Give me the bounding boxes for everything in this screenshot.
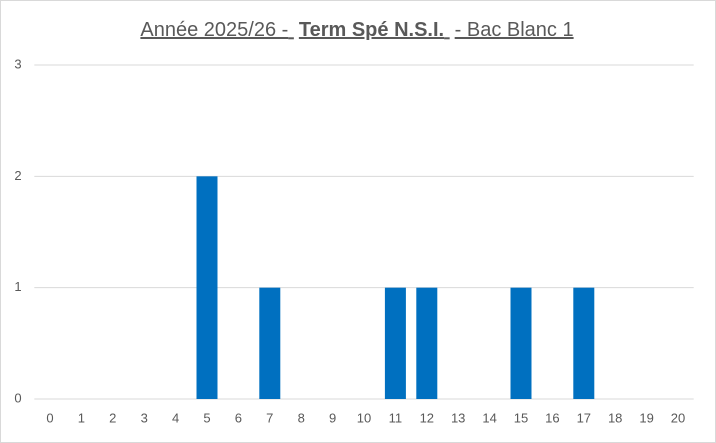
- title-part: Term Spé N.S.I.: [299, 19, 444, 41]
- y-tick-label: 1: [14, 279, 21, 294]
- bar: [384, 287, 406, 399]
- y-tick-label: 0: [14, 390, 21, 405]
- x-tick-label: 0: [46, 410, 53, 425]
- x-tick-label: 15: [514, 410, 528, 425]
- x-tick-label: 3: [141, 410, 148, 425]
- x-tick-label: 18: [608, 410, 622, 425]
- x-tick-label: 11: [389, 410, 403, 425]
- bar: [196, 176, 218, 399]
- x-tick-label: 20: [671, 410, 685, 425]
- x-tick-label: 7: [266, 410, 273, 425]
- x-tick-label: 19: [639, 410, 653, 425]
- x-tick-label: 16: [545, 410, 559, 425]
- title-part: Année 2025/26 -: [140, 19, 288, 41]
- x-tick-label: 12: [420, 410, 434, 425]
- bar: [510, 287, 532, 399]
- x-tick-label: 14: [482, 410, 496, 425]
- x-tick-label: 5: [203, 410, 210, 425]
- x-tick-label: 4: [172, 410, 179, 425]
- x-tick-label: 10: [357, 410, 371, 425]
- x-tick-label: 2: [109, 410, 116, 425]
- x-tick-label: 9: [329, 410, 336, 425]
- y-tick-label: 3: [14, 56, 21, 71]
- bar: [259, 287, 281, 399]
- x-tick-label: 13: [451, 410, 465, 425]
- x-tick-label: 17: [577, 410, 591, 425]
- title-part: - Bac Blanc 1: [455, 19, 574, 41]
- x-tick-label: 8: [298, 410, 305, 425]
- y-tick-label: 2: [14, 168, 21, 183]
- x-tick-label: 1: [78, 410, 85, 425]
- bar: [573, 287, 595, 399]
- x-tick-label: 6: [235, 410, 242, 425]
- chart-title: Année 2025/26 - Term Spé N.S.I. - Bac Bl…: [140, 19, 573, 41]
- bar: [416, 287, 438, 399]
